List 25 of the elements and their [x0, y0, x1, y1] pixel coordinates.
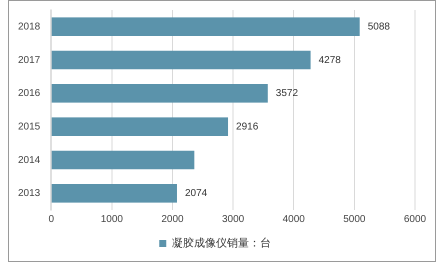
y-tick-label: 2013	[18, 188, 41, 200]
data-label: 2916	[236, 121, 259, 132]
data-label: 3572	[276, 88, 298, 100]
y-tick-label: 2016	[18, 88, 41, 100]
x-tick-label: 4000	[282, 214, 306, 225]
x-tick-label: 3000	[222, 214, 245, 225]
bar	[52, 184, 177, 203]
legend-label: 凝胶成像仪销量：台	[172, 236, 271, 250]
data-label: 5088	[368, 21, 390, 32]
y-tick-label: 2014	[18, 154, 41, 166]
data-label: 2074	[184, 188, 208, 200]
bar	[52, 117, 228, 136]
y-tick-label: 2018	[18, 21, 41, 32]
bar	[52, 150, 194, 170]
x-tick-label: 2000	[161, 214, 184, 225]
x-tick-label: 0	[48, 214, 54, 225]
bar	[52, 84, 268, 103]
bar	[52, 17, 360, 36]
data-label: 4278	[318, 54, 342, 66]
x-tick-label: 6000	[404, 214, 427, 225]
bar	[52, 50, 311, 70]
y-tick-label: 2015	[18, 121, 41, 132]
y-tick-label: 2017	[18, 54, 41, 66]
x-tick-label: 5000	[343, 214, 366, 225]
x-tick-label: 1000	[100, 214, 124, 225]
